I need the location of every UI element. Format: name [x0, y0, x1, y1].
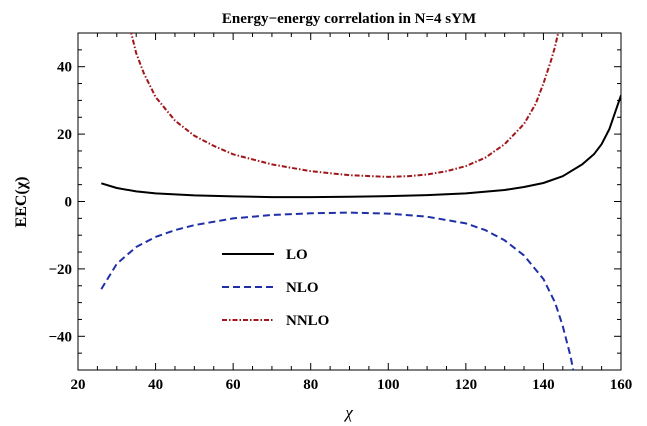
x-tick-label: 40 [148, 377, 163, 393]
y-tick-label: 40 [57, 60, 72, 76]
chart-title: Energy−energy correlation in N=4 sYM [222, 11, 476, 27]
series-lines [100, 33, 621, 370]
y-tick-label: −20 [48, 262, 72, 278]
y-tick-label: −40 [48, 329, 72, 345]
axis-ticks [77, 32, 622, 371]
series-line-nnlo [130, 33, 560, 178]
x-tick-label: 60 [226, 377, 241, 393]
x-tick-label: 100 [377, 377, 400, 393]
y-tick-label: 0 [65, 195, 73, 211]
x-axis-label: χ [343, 403, 353, 422]
x-tick-label: 20 [71, 377, 86, 393]
y-axis-label: EEC(χ) [13, 177, 30, 228]
series-line-lo [101, 94, 621, 199]
x-tick-label: 120 [455, 377, 478, 393]
legend-label-lo: LO [286, 247, 308, 263]
axis-tick-labels: 20 40 60 80 100 120 140 160 −40 −20 0 20 40 [48, 60, 632, 393]
legend: LO NLO NNLO [222, 247, 329, 329]
series-line-nlo [100, 211, 575, 370]
y-tick-label: 20 [57, 127, 72, 143]
legend-label-nnlo: NNLO [286, 313, 329, 329]
plot-frame [77, 32, 622, 371]
x-tick-label: 140 [532, 377, 555, 393]
legend-label-nlo: NLO [286, 280, 319, 296]
x-tick-label: 160 [610, 377, 633, 393]
x-tick-label: 80 [303, 377, 318, 393]
